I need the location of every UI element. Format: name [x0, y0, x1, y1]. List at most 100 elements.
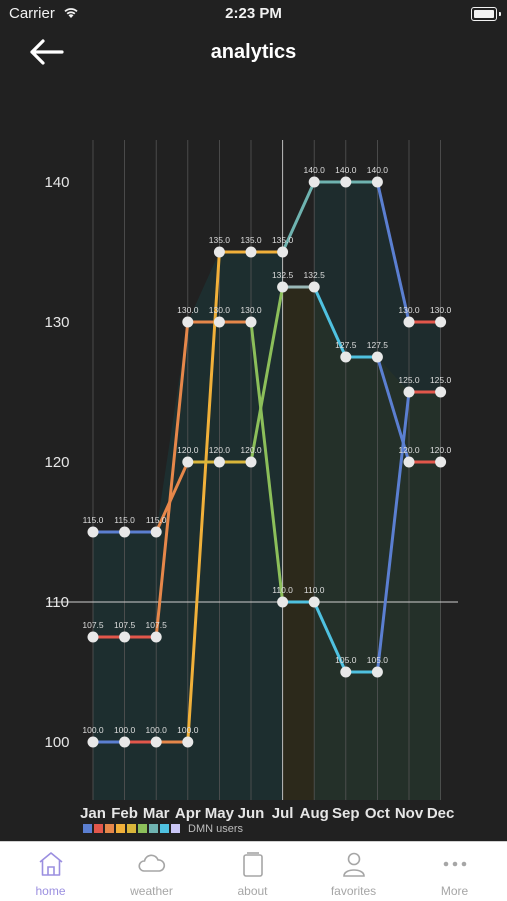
cloud-icon — [138, 854, 166, 872]
data-label: 120.0 — [240, 445, 262, 455]
data-point — [340, 351, 352, 363]
x-tick-label: Jul — [272, 805, 294, 822]
tab-home[interactable]: home — [0, 842, 101, 901]
series-line-11 — [281, 180, 379, 254]
data-point — [435, 386, 447, 398]
battery-icon — [471, 7, 501, 21]
x-tick-label: Mar — [143, 805, 170, 822]
data-label: 115.0 — [83, 515, 104, 525]
data-label: 130.0 — [177, 305, 199, 315]
tab-about[interactable]: about — [202, 842, 303, 901]
page-title: analytics — [210, 41, 297, 63]
legend-swatch — [138, 824, 147, 833]
x-tick-label: Jan — [80, 805, 106, 822]
y-tick-label: 110 — [45, 594, 69, 611]
data-label: 120.0 — [177, 445, 199, 455]
data-point — [245, 456, 257, 468]
data-label: 130.0 — [398, 305, 420, 315]
data-point — [340, 176, 352, 188]
series-line-14 — [281, 600, 379, 674]
data-point — [435, 316, 447, 328]
data-label: 130.0 — [209, 305, 231, 315]
legend-swatch — [116, 824, 125, 833]
data-point — [245, 316, 257, 328]
data-label: 100.0 — [177, 725, 199, 735]
data-point — [119, 631, 131, 643]
data-label: 125.0 — [430, 375, 452, 385]
data-point — [87, 631, 99, 643]
data-point — [150, 526, 162, 538]
series-line-7 — [186, 250, 285, 744]
data-label: 127.5 — [335, 340, 357, 350]
tab-label-more: More — [440, 884, 469, 898]
data-point — [182, 736, 194, 748]
data-label: 140.0 — [367, 165, 389, 175]
home-icon — [39, 852, 63, 876]
data-point — [340, 666, 352, 678]
series-line-10 — [249, 285, 285, 464]
line-chart: 100 110 120 130 140 Jan Feb Mar Apr May Jun Jul Aug S… — [44, 140, 458, 822]
data-point — [119, 526, 131, 538]
data-point — [213, 316, 225, 328]
data-point — [435, 456, 447, 468]
legend-label: DMN users — [188, 822, 244, 835]
carrier-label: Carrier — [9, 5, 55, 22]
data-point — [87, 526, 99, 538]
tab-bar: home weather about favorites More — [0, 841, 507, 901]
data-label: 115.0 — [114, 515, 135, 525]
legend-swatch — [171, 824, 180, 833]
more-icon — [443, 861, 467, 867]
y-tick-label: 120 — [44, 454, 69, 471]
data-point — [371, 351, 383, 363]
data-point — [277, 596, 289, 608]
x-tick-label: Nov — [395, 805, 424, 822]
clock: 2:23 PM — [225, 5, 282, 22]
legend-swatch — [105, 824, 114, 833]
about-icon — [243, 852, 263, 877]
data-label: 130.0 — [430, 305, 452, 315]
series-line-15 — [375, 180, 411, 324]
data-point — [182, 316, 194, 328]
data-label: 120.0 — [209, 445, 231, 455]
data-label: 120.0 — [398, 445, 420, 455]
back-arrow-icon[interactable] — [28, 36, 68, 68]
data-label: 127.5 — [367, 340, 389, 350]
data-label: 140.0 — [335, 165, 357, 175]
data-label: 100.0 — [146, 725, 168, 735]
legend-swatch — [127, 824, 136, 833]
x-tick-label: Feb — [111, 805, 138, 822]
data-label: 132.5 — [304, 270, 326, 280]
tab-favorites[interactable]: favorites — [303, 842, 404, 901]
area-fill-1 — [282, 287, 441, 800]
data-label: 100.0 — [114, 725, 136, 735]
chart-legend: DMN users — [83, 822, 243, 842]
data-point — [403, 386, 415, 398]
x-tick-label: Aug — [300, 805, 329, 822]
y-tick-label: 130 — [44, 314, 69, 331]
data-point — [150, 631, 162, 643]
data-point — [371, 666, 383, 678]
data-label: 140.0 — [304, 165, 326, 175]
data-point — [403, 316, 415, 328]
tab-more[interactable]: More — [404, 842, 505, 901]
x-tick-label: Apr — [175, 805, 201, 822]
status-bar: Carrier 2:23 PM — [0, 0, 507, 30]
series-line-19 — [375, 390, 411, 674]
data-point — [308, 596, 320, 608]
tab-weather[interactable]: weather — [101, 842, 202, 901]
data-point — [182, 456, 194, 468]
legend-swatch — [160, 824, 169, 833]
data-point — [87, 736, 99, 748]
data-label: 110.0 — [272, 585, 293, 595]
y-tick-label: 100 — [44, 734, 69, 751]
data-point — [277, 246, 289, 258]
tab-label-favorites: favorites — [330, 884, 377, 898]
data-label: 100.0 — [82, 725, 104, 735]
data-point — [277, 281, 289, 293]
data-point — [371, 176, 383, 188]
data-point — [403, 456, 415, 468]
series-line-6 — [154, 460, 190, 534]
data-label: 107.5 — [146, 620, 168, 630]
data-label: 115.0 — [146, 515, 167, 525]
data-point — [308, 176, 320, 188]
